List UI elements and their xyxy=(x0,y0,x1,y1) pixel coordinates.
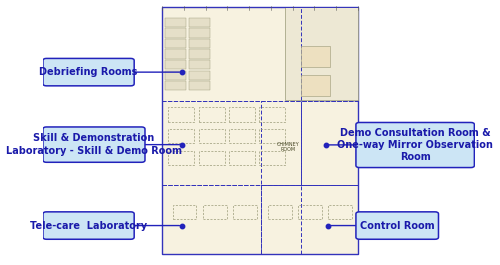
Bar xyxy=(229,107,255,122)
Bar xyxy=(198,151,224,165)
Bar xyxy=(198,129,224,143)
Bar xyxy=(268,205,291,219)
Bar xyxy=(168,107,194,122)
Text: CHIMNEY
ROOM: CHIMNEY ROOM xyxy=(276,142,299,152)
Bar xyxy=(166,81,186,90)
FancyBboxPatch shape xyxy=(43,212,134,239)
Bar xyxy=(189,81,210,90)
FancyBboxPatch shape xyxy=(43,58,134,86)
Text: Demo Consultation Room &
One-way Mirror Observation
Room: Demo Consultation Room & One-way Mirror … xyxy=(337,128,493,162)
Bar xyxy=(261,185,358,254)
Bar xyxy=(162,7,358,254)
Bar xyxy=(285,7,358,100)
Bar xyxy=(189,39,210,48)
Bar xyxy=(302,101,358,185)
Bar xyxy=(162,7,302,101)
Bar xyxy=(162,101,358,185)
Bar xyxy=(166,50,186,59)
Bar xyxy=(198,107,224,122)
Text: Tele-care  Laboratory: Tele-care Laboratory xyxy=(30,220,147,231)
Text: Debriefing Rooms: Debriefing Rooms xyxy=(40,67,138,77)
Bar xyxy=(189,70,210,80)
Bar xyxy=(298,205,322,219)
Bar xyxy=(259,107,285,122)
Bar xyxy=(168,151,194,165)
Text: Control Room: Control Room xyxy=(360,220,434,231)
Bar xyxy=(172,205,197,219)
Bar xyxy=(189,60,210,69)
Bar xyxy=(168,129,194,143)
FancyBboxPatch shape xyxy=(43,127,145,162)
FancyBboxPatch shape xyxy=(356,212,438,239)
Bar xyxy=(328,205,352,219)
Bar xyxy=(166,70,186,80)
Bar xyxy=(302,74,330,96)
Bar xyxy=(259,151,285,165)
Bar xyxy=(259,129,285,143)
Bar xyxy=(166,39,186,48)
Bar xyxy=(166,28,186,38)
Bar xyxy=(233,205,257,219)
Bar xyxy=(229,129,255,143)
FancyBboxPatch shape xyxy=(356,122,474,167)
Bar xyxy=(166,18,186,27)
Bar xyxy=(162,185,261,254)
Bar xyxy=(189,50,210,59)
Bar xyxy=(166,60,186,69)
Bar xyxy=(229,151,255,165)
Text: Skill & Demonstration
Laboratory - Skill & Demo Room: Skill & Demonstration Laboratory - Skill… xyxy=(6,133,182,156)
Bar xyxy=(203,205,226,219)
Bar xyxy=(189,28,210,38)
Bar xyxy=(189,18,210,27)
Bar xyxy=(302,46,330,67)
